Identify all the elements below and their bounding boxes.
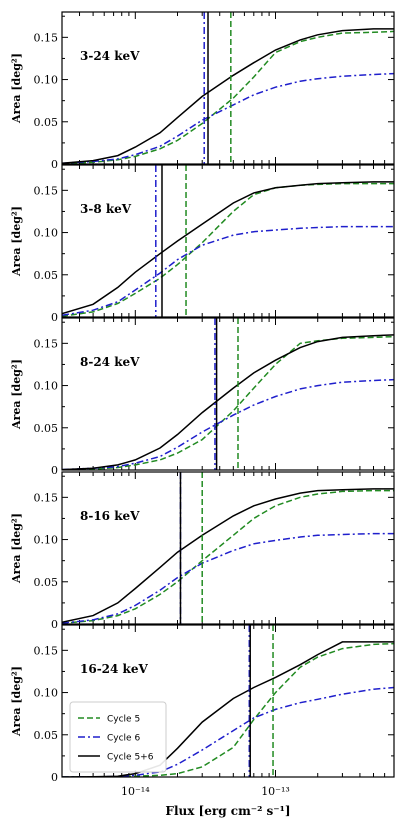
panel-3-8-kev: 0 0.05 0.10 0.15 3-8 keV Area [deg²] (10, 164, 395, 324)
y-tick-label: 0.05 (34, 269, 59, 282)
y-tick-label: 0.05 (34, 116, 59, 129)
plot-area (62, 12, 394, 164)
plot-area (62, 165, 394, 317)
x-tick-label: 10⁻¹³ (261, 785, 290, 798)
series-line-cycle-5-6 (62, 28, 394, 164)
series-line-cycle-6 (62, 686, 394, 777)
x-tick-label: 10⁻¹⁴ (121, 785, 150, 798)
y-axis-label: Area [deg²] (10, 206, 23, 277)
band-label: 3-24 keV (80, 49, 140, 63)
band-label: 8-16 keV (80, 509, 140, 523)
panel-frame (61, 317, 395, 471)
series-line-cycle-6 (62, 72, 394, 164)
plot-area (62, 472, 394, 624)
y-tick-label: 0.15 (34, 491, 59, 504)
y-tick-label: 0.10 (34, 380, 59, 393)
legend-label-cycle-6: Cycle 6 (107, 734, 140, 744)
y-tick-label: 0.10 (34, 534, 59, 547)
plot-area (62, 625, 394, 777)
band-label: 16-24 keV (80, 662, 149, 676)
y-tick-label: 0 (51, 618, 58, 631)
band-label: 8-24 keV (80, 355, 140, 369)
legend-box (69, 701, 167, 773)
y-tick-label: 0.05 (34, 422, 59, 435)
panel-frame (61, 11, 395, 165)
series-line-cycle-5-6 (62, 641, 394, 777)
y-axis-label: Area [deg²] (10, 53, 23, 124)
y-tick-label: 0.10 (34, 227, 59, 240)
x-axis-label: Flux [erg cm⁻² s⁻¹] (165, 804, 290, 818)
series-line-cycle-5-6 (62, 334, 394, 470)
series-line-cycle-5-6 (62, 488, 394, 624)
legend-label-cycle-5-6: Cycle 5+6 (107, 753, 154, 763)
y-tick-label: 0 (51, 158, 58, 171)
panel-8-24-kev: 0 0.05 0.10 0.15 8-24 keV Area [deg²] (10, 317, 395, 477)
series-line-cycle-5-6 (62, 181, 394, 315)
y-tick-label: 0.05 (34, 576, 59, 589)
legend-label-cycle-5: Cycle 5 (107, 715, 140, 725)
panel-frame (61, 164, 395, 318)
series-line-cycle-5 (62, 182, 394, 317)
y-axis-label: Area [deg²] (10, 513, 23, 584)
band-label: 3-8 keV (80, 202, 132, 216)
y-tick-label: 0 (51, 311, 58, 324)
y-tick-label: 0.10 (34, 687, 59, 700)
y-tick-label: 0.15 (34, 31, 59, 44)
y-tick-label: 0 (51, 464, 58, 477)
panel-3-24-kev: 0 0.05 0.10 0.15 3-24 keV Area [deg²] (10, 11, 395, 171)
series-line-cycle-6 (62, 225, 394, 317)
legend: Cycle 5 Cycle 6 Cycle 5+6 (69, 701, 167, 773)
y-axis-label: Area [deg²] (10, 359, 23, 430)
series-line-cycle-5 (62, 642, 394, 777)
y-tick-label: 0.05 (34, 729, 59, 742)
y-tick-label: 0.15 (34, 337, 59, 350)
y-tick-label: 0 (51, 771, 58, 784)
panel-8-16-kev: 0 0.05 0.10 0.15 8-16 keV Area [deg²] (10, 471, 395, 631)
series-line-cycle-5 (62, 30, 394, 164)
series-line-cycle-6 (62, 378, 394, 470)
panel-16-24-kev: 0 0.05 0.10 0.15 16-24 keV Area [deg²] (10, 624, 395, 784)
y-tick-label: 0.15 (34, 184, 59, 197)
plot-area (62, 318, 394, 470)
panel-frame (61, 624, 395, 778)
y-tick-label: 0.10 (34, 74, 59, 87)
series-line-cycle-5 (62, 489, 394, 624)
panel-frame (61, 471, 395, 625)
y-tick-label: 0.15 (34, 644, 59, 657)
y-axis-label: Area [deg²] (10, 666, 23, 737)
series-line-cycle-6 (62, 532, 394, 624)
